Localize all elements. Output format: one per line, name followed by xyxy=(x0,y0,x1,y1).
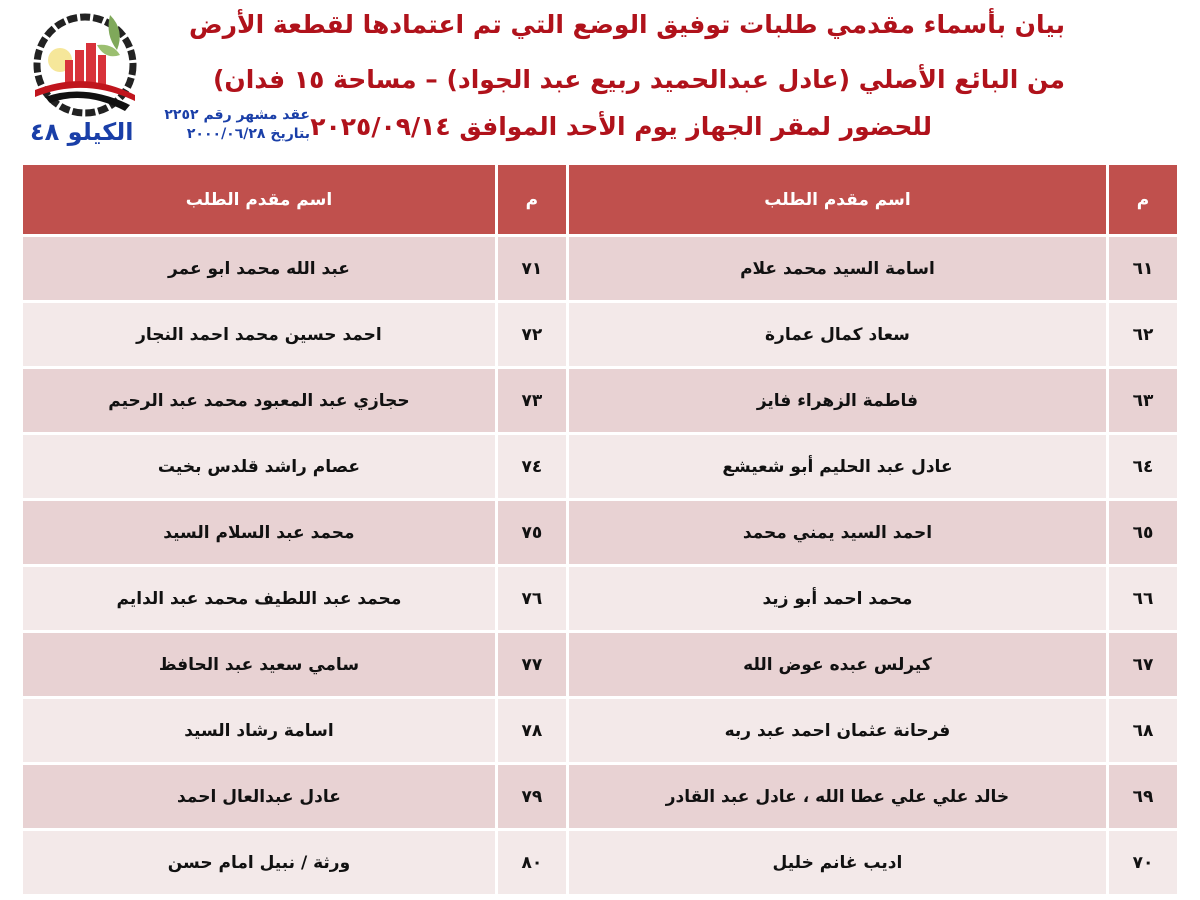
applicant-name: فاطمة الزهراء فايز xyxy=(568,369,1106,432)
row-number: ٧٠ xyxy=(1109,831,1177,894)
applicant-name: ورثة / نبيل امام حسن xyxy=(23,831,495,894)
applicant-name: اسامة رشاد السيد xyxy=(23,699,495,762)
applicant-name: محمد عبد اللطيف محمد عبد الدايم xyxy=(23,567,495,630)
table-row: ٦٥ احمد السيد يمني محمد ٧٥ محمد عبد السلام … xyxy=(23,501,1177,564)
table-row: ٦٨ فرحانة عثمان احمد عبد ربه ٧٨ اسامة رشاد … xyxy=(23,699,1177,762)
row-number: ٦٢ xyxy=(1109,303,1177,366)
title-line-2: من البائع الأصلي (عادل عبدالحميد ربيع عب… xyxy=(212,65,1065,94)
contract-date: بتاريخ ٢٠٠٠/٠٦/٢٨ xyxy=(186,126,310,142)
applicant-name: سامي سعيد عبد الحافظ xyxy=(23,633,495,696)
applicant-name: احمد السيد يمني محمد xyxy=(568,501,1106,564)
row-number: ٦٥ xyxy=(1109,501,1177,564)
row-number: ٨٠ xyxy=(497,831,566,894)
applicant-name: فرحانة عثمان احمد عبد ربه xyxy=(568,699,1106,762)
row-number: ٦٤ xyxy=(1109,435,1177,498)
applicant-name: سعاد كمال عمارة xyxy=(568,303,1106,366)
applicant-name: عادل عبد الحليم أبو شعيشع xyxy=(568,435,1106,498)
city-logo-icon xyxy=(33,13,137,117)
applicants-table: م اسم مقدم الطلب م اسم مقدم الطلب ٦١ اسام… xyxy=(20,162,1180,897)
title-line-1: بيان بأسماء مقدمي طلبات توفيق الوضع التي… xyxy=(188,10,1065,39)
table-row: ٦٩ خالد علي علي عطا الله ، عادل عبد القاد… xyxy=(23,765,1177,828)
row-number: ٧٥ xyxy=(497,501,566,564)
applicant-name: اسامة السيد محمد علام xyxy=(568,237,1106,300)
row-number: ٧٣ xyxy=(497,369,566,432)
header-name: اسم مقدم الطلب xyxy=(568,165,1106,234)
row-number: ٦٨ xyxy=(1109,699,1177,762)
applicant-name: اديب غانم خليل xyxy=(568,831,1106,894)
row-number: ٧٧ xyxy=(497,633,566,696)
header-num: م xyxy=(1109,165,1177,234)
header-num: م xyxy=(497,165,566,234)
row-number: ٧٤ xyxy=(497,435,566,498)
row-number: ٦٩ xyxy=(1109,765,1177,828)
table-row: ٦٧ كيرلس عبده عوض الله ٧٧ سامي سعيد عبد الح… xyxy=(23,633,1177,696)
applicant-name: عصام راشد قلدس بخيت xyxy=(23,435,495,498)
table-row: ٦٤ عادل عبد الحليم أبو شعيشع ٧٤ عصام راشد ق… xyxy=(23,435,1177,498)
row-number: ٦٦ xyxy=(1109,567,1177,630)
applicant-name: محمد احمد أبو زيد xyxy=(568,567,1106,630)
applicant-name: كيرلس عبده عوض الله xyxy=(568,633,1106,696)
row-number: ٦٣ xyxy=(1109,369,1177,432)
row-number: ٦١ xyxy=(1109,237,1177,300)
table-row: ٦١ اسامة السيد محمد علام ٧١ عبد الله محمد ا… xyxy=(23,237,1177,300)
contract-number: عقد مشهر رقم ٢٢٥٢ xyxy=(164,107,310,123)
applicant-name: احمد حسين محمد احمد النجار xyxy=(23,303,495,366)
applicant-name: عادل عبدالعال احمد xyxy=(23,765,495,828)
logo-caption: الكيلو ٤٨ xyxy=(30,118,134,146)
table-row: ٧٠ اديب غانم خليل ٨٠ ورثة / نبيل امام حسن xyxy=(23,831,1177,894)
row-number: ٦٧ xyxy=(1109,633,1177,696)
applicant-name: عبد الله محمد ابو عمر xyxy=(23,237,495,300)
applicant-name: خالد علي علي عطا الله ، عادل عبد القادر xyxy=(568,765,1106,828)
row-number: ٧٩ xyxy=(497,765,566,828)
row-number: ٧٢ xyxy=(497,303,566,366)
row-number: ٧٦ xyxy=(497,567,566,630)
table-header-row: م اسم مقدم الطلب م اسم مقدم الطلب xyxy=(23,165,1177,234)
header-name: اسم مقدم الطلب xyxy=(23,165,495,234)
contract-info: عقد مشهر رقم ٢٢٥٢ بتاريخ ٢٠٠٠/٠٦/٢٨ xyxy=(150,106,310,144)
row-number: ٧١ xyxy=(497,237,566,300)
table-row: ٦٣ فاطمة الزهراء فايز ٧٣ حجازي عبد المعبود … xyxy=(23,369,1177,432)
table-row: ٦٦ محمد احمد أبو زيد ٧٦ محمد عبد اللطيف محم… xyxy=(23,567,1177,630)
applicant-name: حجازي عبد المعبود محمد عبد الرحيم xyxy=(23,369,495,432)
table-row: ٦٢ سعاد كمال عمارة ٧٢ احمد حسين محمد احمد ا… xyxy=(23,303,1177,366)
title-line-3: للحضور لمقر الجهاز يوم الأحد الموافق ٢٠٢… xyxy=(310,112,932,141)
row-number: ٧٨ xyxy=(497,699,566,762)
applicant-name: محمد عبد السلام السيد xyxy=(23,501,495,564)
